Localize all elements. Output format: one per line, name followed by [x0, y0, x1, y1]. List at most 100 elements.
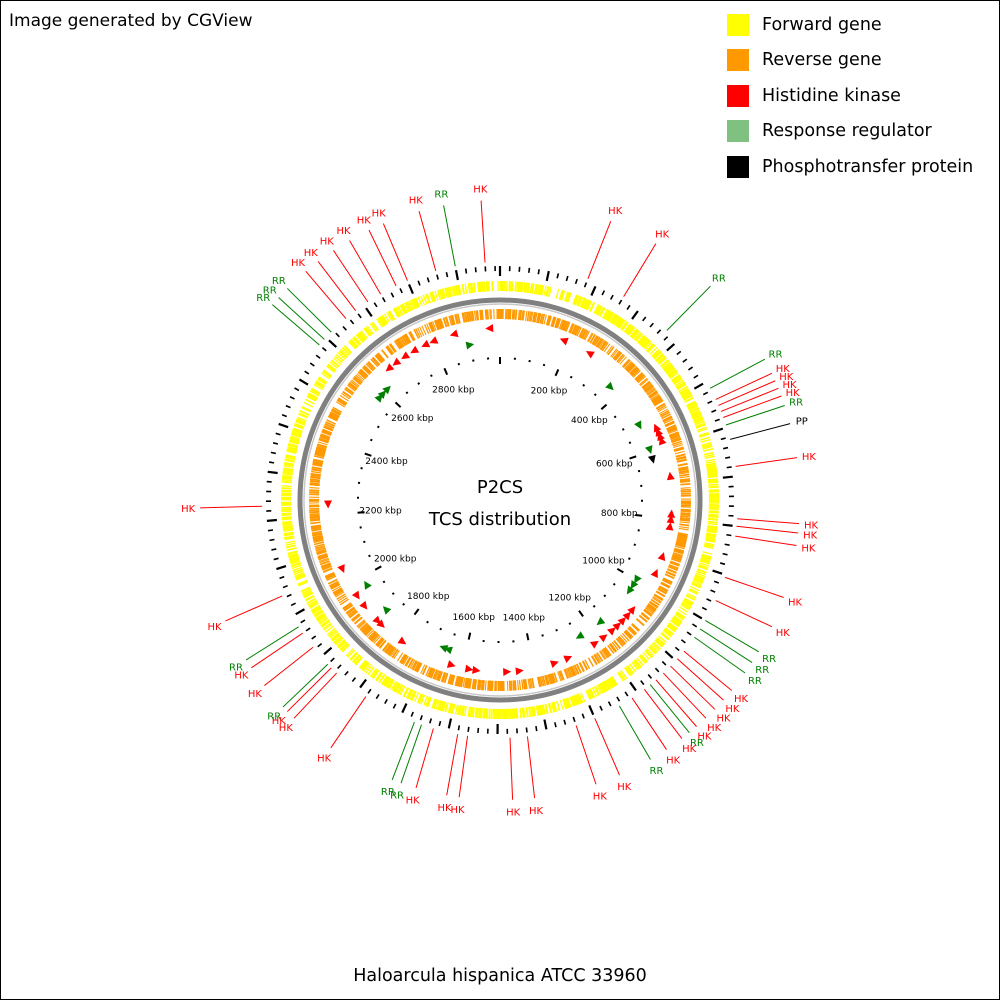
reverse-gene-mark: [576, 326, 582, 337]
reverse-gene-mark: [678, 470, 689, 473]
reverse-gene-mark: [631, 368, 640, 377]
reverse-gene-mark: [449, 315, 454, 326]
feature-label-hk: HK: [406, 796, 421, 807]
reverse-gene-mark: [374, 355, 382, 364]
forward-gene-mark: [605, 310, 612, 321]
reverse-gene-mark: [378, 639, 386, 649]
forward-gene-mark: [700, 436, 710, 441]
reverse-gene-mark: [670, 435, 681, 441]
forward-gene-swatch: [727, 13, 749, 36]
forward-gene-mark: [485, 281, 488, 292]
reverse-gene-mark: [674, 545, 685, 550]
reverse-gene-mark: [569, 323, 575, 334]
forward-gene-mark: [488, 281, 491, 292]
reverse-gene-mark: [338, 397, 348, 404]
reverse-gene-mark: [670, 436, 681, 442]
outer-tick: [367, 688, 372, 694]
reverse-gene-mark: [392, 649, 399, 659]
reverse-gene-mark: [343, 603, 353, 611]
forward-gene-mark: [397, 305, 404, 316]
ruler-tick: [376, 425, 380, 429]
reverse-gene-mark: [649, 601, 659, 608]
reverse-gene-mark: [650, 393, 660, 400]
reverse-gene-mark: [666, 570, 676, 576]
outer-tick: [722, 552, 728, 556]
outer-tick: [563, 719, 567, 725]
feature-callout-line: [278, 297, 325, 340]
reverse-gene-mark: [377, 353, 385, 362]
forward-gene-mark: [339, 642, 348, 650]
reverse-gene-mark: [620, 634, 628, 643]
forward-gene-mark: [521, 707, 525, 718]
ruler-tick: [542, 363, 546, 367]
forward-gene-mark: [640, 653, 649, 663]
forward-gene-mark: [282, 471, 293, 475]
feature-label-hk: HK: [804, 521, 819, 532]
ruler-tick: [430, 374, 433, 378]
reverse-gene-mark: [324, 572, 335, 578]
reverse-gene-mark: [563, 668, 569, 679]
forward-gene-mark: [651, 349, 661, 358]
reverse-gene-mark: [595, 337, 602, 347]
forward-gene-mark: [623, 323, 631, 333]
forward-gene-mark: [320, 619, 330, 627]
forward-gene-mark: [340, 642, 349, 651]
forward-gene-mark: [411, 299, 417, 309]
outer-tick: [286, 593, 292, 598]
forward-gene-mark: [370, 322, 378, 332]
forward-gene-mark: [642, 652, 651, 661]
reverse-gene-mark: [680, 483, 691, 486]
forward-gene-mark: [627, 665, 635, 674]
forward-gene-mark: [707, 520, 718, 524]
reverse-gene-mark: [512, 680, 515, 691]
forward-gene-mark: [692, 414, 703, 420]
reverse-gene-mark: [314, 451, 325, 456]
feature-marker-hk: [503, 668, 512, 677]
outer-tick: [268, 461, 275, 464]
forward-gene-mark: [367, 666, 375, 676]
feature-marker-hk: [666, 514, 675, 524]
forward-gene-mark: [588, 688, 594, 699]
forward-gene-mark: [551, 702, 556, 713]
forward-gene-mark: [301, 406, 312, 412]
forward-gene-mark: [631, 329, 639, 339]
reverse-gene-mark: [432, 321, 437, 331]
forward-gene-mark: [670, 620, 680, 628]
feature-callout-line: [723, 395, 782, 418]
forward-gene-mark: [402, 303, 408, 314]
reverse-gene-mark: [309, 484, 320, 486]
forward-gene-mark: [402, 687, 409, 697]
ruler-tick: [555, 628, 558, 632]
reverse-gene-mark: [324, 571, 335, 577]
forward-gene-mark: [335, 354, 345, 362]
reverse-gene-mark: [679, 474, 690, 477]
forward-gene-mark: [321, 372, 331, 380]
reverse-gene-mark: [643, 384, 653, 391]
forward-gene-mark: [616, 318, 624, 328]
feature-callout-line: [720, 387, 779, 412]
forward-gene-mark: [702, 444, 713, 448]
forward-gene-mark: [295, 419, 306, 425]
forward-gene-mark: [376, 672, 384, 682]
reverse-gene-mark: [676, 457, 687, 461]
reverse-gene-mark: [360, 368, 369, 377]
feature-label-hk: HK: [248, 689, 263, 700]
reverse-gene-mark: [312, 535, 323, 539]
forward-gene-mark: [686, 400, 696, 407]
forward-gene-mark: [289, 438, 300, 443]
reverse-gene-mark: [653, 398, 663, 405]
ruler-tick: [391, 592, 395, 596]
reverse-gene-mark: [335, 401, 346, 408]
forward-gene-mark: [288, 553, 299, 557]
reverse-gene-swatch: [727, 49, 749, 72]
feature-callout-line: [736, 525, 799, 534]
reverse-gene-mark: [511, 309, 514, 320]
reverse-gene-mark: [556, 318, 562, 329]
reverse-gene-mark: [330, 410, 341, 416]
forward-gene-mark: [649, 346, 658, 355]
reverse-gene-mark: [345, 606, 355, 614]
histidine-kinase-swatch: [727, 84, 749, 107]
reverse-gene-mark: [393, 340, 401, 350]
reverse-gene-mark: [528, 311, 532, 322]
forward-gene-mark: [636, 657, 644, 667]
